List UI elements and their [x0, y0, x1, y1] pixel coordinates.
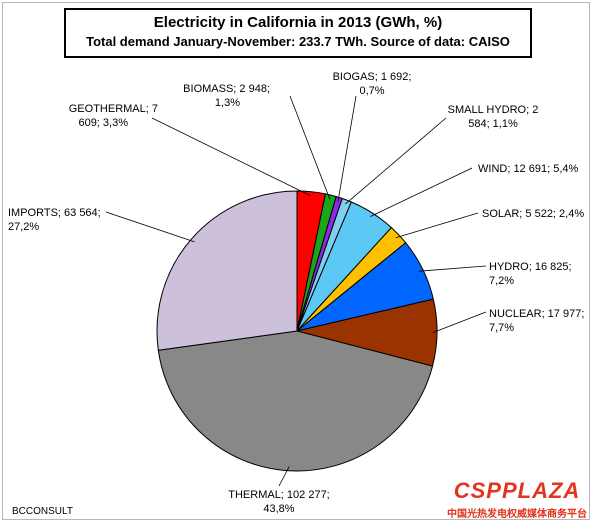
slice-label-geothermal: GEOTHERMAL; 7 609; 3,3%	[69, 103, 158, 129]
chart-title: Electricity in California in 2013 (GWh, …	[153, 14, 443, 31]
chart-title-box: Electricity in California in 2013 (GWh, …	[64, 8, 532, 58]
slice-label-biogas: BIOGAS; 1 692; 0,7%	[333, 71, 412, 97]
leader-line-imports	[105, 211, 195, 243]
csp-plaza-logo: CSPPLAZA 中国光热发电权威媒体商务平台	[442, 478, 592, 520]
leader-line-biogas	[337, 95, 357, 202]
logo-tagline: 中国光热发电权威媒体商务平台	[447, 509, 587, 520]
logo-wordmark: CSPPLAZA	[453, 478, 581, 503]
leader-line-wind	[370, 167, 473, 217]
slice-label-hydro: HYDRO; 16 825; 7,2%	[489, 261, 572, 287]
slice-label-small-hydro: SMALL HYDRO; 2 584; 1,1%	[448, 104, 539, 130]
leader-line-thermal	[278, 466, 290, 487]
leader-line-small-hydro	[345, 117, 447, 205]
pie-slice-thermal	[157, 330, 434, 472]
leader-line-biomass	[289, 95, 331, 200]
leader-line-solar	[395, 212, 479, 239]
credit-text: BCCONSULT	[12, 506, 73, 517]
slice-label-thermal: THERMAL; 102 277; 43,8%	[228, 489, 330, 515]
leader-line-hydro	[418, 265, 487, 272]
leader-line-nuclear	[432, 311, 487, 333]
slice-label-biomass: BIOMASS; 2 948; 1,3%	[183, 83, 270, 109]
leader-line-geothermal	[151, 117, 312, 197]
slice-label-imports: IMPORTS; 63 564; 27,2%	[8, 207, 101, 233]
slice-label-solar: SOLAR; 5 522; 2,4%	[482, 208, 584, 220]
slice-label-wind: WIND; 12 691; 5,4%	[478, 163, 578, 175]
slice-label-nuclear: NUCLEAR; 17 977; 7,7%	[489, 308, 584, 334]
chart-subtitle: Total demand January-November: 233.7 TWh…	[86, 34, 510, 49]
pie-slice-imports	[156, 190, 298, 351]
